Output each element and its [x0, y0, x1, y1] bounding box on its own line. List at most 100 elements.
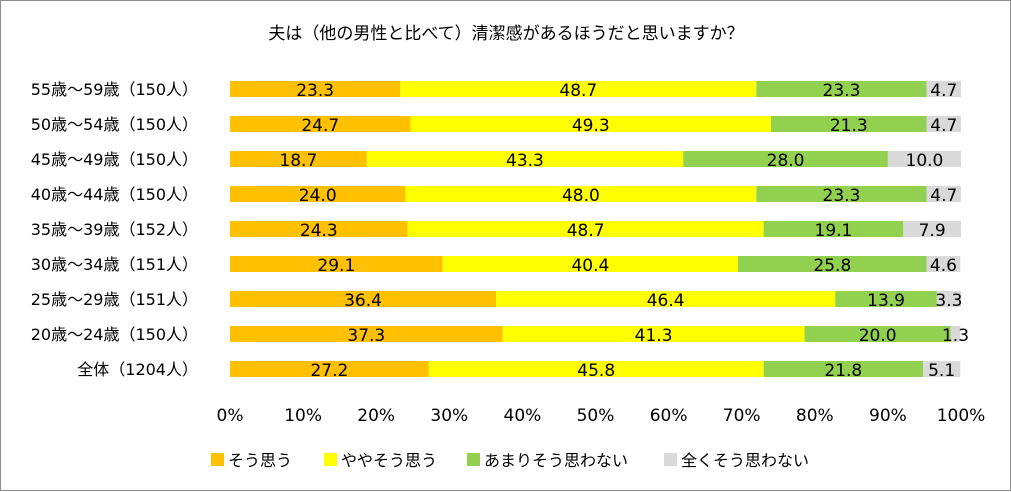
data-label: 21.8: [824, 361, 862, 381]
data-label: 4.7: [930, 116, 957, 136]
data-label: 18.7: [279, 151, 317, 171]
data-label: 46.4: [647, 291, 685, 311]
bar-segment: [926, 256, 961, 272]
bar-segment: [230, 361, 429, 377]
legend-label: そう思う: [228, 451, 292, 470]
data-label: 7.9: [919, 221, 946, 241]
data-label: 23.3: [823, 81, 861, 101]
category-label: 35歳～39歳（152人）: [31, 220, 198, 239]
legend-label: あまりそう思わない: [484, 451, 628, 470]
x-tick-label: 40%: [504, 406, 542, 426]
legend-swatch: [664, 453, 677, 466]
bar-segment: [950, 326, 961, 342]
data-label: 1.3: [942, 326, 969, 346]
data-label: 5.1: [928, 361, 955, 381]
x-tick-label: 60%: [650, 406, 688, 426]
data-label: 25.8: [813, 256, 851, 276]
data-label: 24.7: [301, 116, 339, 136]
bar-segment: [230, 116, 411, 132]
data-label: 45.8: [577, 361, 615, 381]
data-label: 24.3: [300, 221, 338, 241]
data-label: 27.2: [310, 361, 348, 381]
data-label: 29.1: [317, 256, 355, 276]
bar-segment: [926, 186, 961, 202]
bar-segment: [922, 361, 961, 377]
data-label: 3.3: [935, 291, 962, 311]
category-label: 25歳～29歳（151人）: [31, 290, 198, 309]
category-label: 40歳～44歳（150人）: [31, 185, 198, 204]
bar-segment: [230, 221, 408, 237]
data-label: 41.3: [635, 326, 673, 346]
bar-segment: [770, 116, 927, 132]
legend-label: 全くそう思わない: [681, 451, 809, 470]
data-label: 36.4: [344, 291, 382, 311]
data-label: 4.7: [930, 81, 957, 101]
legend-swatch: [211, 453, 224, 466]
legend-swatch: [324, 453, 337, 466]
x-tick-label: 30%: [430, 406, 468, 426]
bar-segment: [738, 256, 927, 272]
category-label: 30歳～34歳（151人）: [31, 255, 198, 274]
data-label: 20.0: [859, 326, 897, 346]
x-axis-ticks: 0% 10% 20% 30% 40% 50% 60% 70% 80% 90% 100%: [217, 406, 986, 426]
bar-segment: [683, 151, 888, 167]
category-label: 50歳～54歳（150人）: [31, 115, 198, 134]
bar-segment: [230, 326, 503, 342]
bar-segment: [442, 256, 739, 272]
data-label: 48.7: [567, 221, 605, 241]
x-tick-label: 20%: [357, 406, 395, 426]
legend-label: ややそう思う: [341, 451, 437, 470]
bar-segment: [230, 291, 497, 307]
data-label: 37.3: [347, 326, 385, 346]
data-label: 19.1: [815, 221, 853, 241]
x-tick-label: 0%: [217, 406, 244, 426]
category-labels: 55歳～59歳（150人） 50歳～54歳（150人） 45歳～49歳（150人） 4…: [31, 80, 198, 379]
x-tick-label: 10%: [284, 406, 322, 426]
bar-segment: [496, 291, 836, 307]
bar-segment: [407, 221, 764, 237]
category-label: 全体（1204人）: [77, 360, 198, 379]
bar-segment: [903, 221, 961, 237]
data-label: 4.6: [930, 256, 957, 276]
bar-segment: [502, 326, 805, 342]
data-label: 40.4: [571, 256, 609, 276]
data-label: 23.3: [296, 81, 334, 101]
bar-segment: [756, 186, 927, 202]
chart-title: 夫は（他の男性と比べて）清潔感があるほうだと思いますか？: [268, 24, 743, 44]
bar-segment: [887, 151, 961, 167]
bar-area: 23.3 48.7 23.3 4.7 24.7 49.3 21.3 4.7 18.7 43.3 28…: [230, 81, 969, 381]
bar-segment: [230, 81, 401, 97]
x-tick-label: 70%: [723, 406, 761, 426]
category-label: 20歳～24歳（150人）: [31, 325, 198, 344]
bar-segment: [230, 256, 443, 272]
bar-segment: [804, 326, 951, 342]
bar-segment: [428, 361, 764, 377]
bar-segment: [405, 186, 757, 202]
bar-segment: [835, 291, 937, 307]
bar-segment: [763, 221, 904, 237]
bar-segment: [230, 151, 367, 167]
data-label: 48.7: [559, 81, 597, 101]
data-label: 23.3: [823, 186, 861, 206]
data-label: 43.3: [506, 151, 544, 171]
category-label: 55歳～59歳（150人）: [31, 80, 198, 99]
data-label: 28.0: [767, 151, 805, 171]
bar-segment: [366, 151, 684, 167]
bar-segment: [926, 116, 961, 132]
data-label: 24.0: [299, 186, 337, 206]
data-label: 10.0: [906, 151, 944, 171]
data-label: 48.0: [562, 186, 600, 206]
data-label: 49.3: [572, 116, 610, 136]
data-label: 13.9: [867, 291, 905, 311]
x-tick-label: 100%: [937, 406, 986, 426]
legend-swatch: [467, 453, 480, 466]
legend: そう思う ややそう思う あまりそう思わない 全くそう思わない: [211, 451, 809, 470]
data-label: 21.3: [830, 116, 868, 136]
bar-segment: [763, 361, 923, 377]
bar-segment: [400, 81, 757, 97]
category-label: 45歳～49歳（150人）: [31, 150, 198, 169]
bar-segment: [410, 116, 771, 132]
x-tick-label: 90%: [869, 406, 907, 426]
